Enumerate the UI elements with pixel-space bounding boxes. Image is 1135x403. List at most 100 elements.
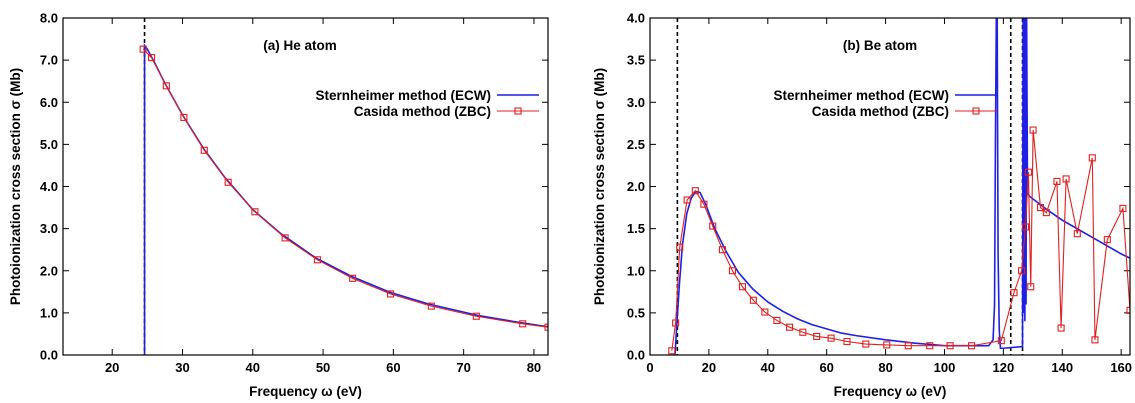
data-point-marker <box>519 320 527 328</box>
data-point-marker <box>862 340 870 348</box>
data-point-marker <box>1057 324 1065 332</box>
data-point-marker <box>738 283 747 291</box>
x-tick-label: 0 <box>646 360 653 375</box>
x-tick-label: 20 <box>105 360 119 375</box>
data-point-marker <box>1024 168 1032 176</box>
data-point-marker <box>427 302 435 310</box>
data-point-marker <box>544 323 548 331</box>
legend: Sternheimer method (ECW)Casida method (Z… <box>773 88 997 119</box>
x-tick-label: 50 <box>316 360 330 375</box>
data-point-marker <box>773 316 781 325</box>
y-tick-label: 2.0 <box>40 263 58 278</box>
y-tick-label: 6.0 <box>40 95 58 110</box>
data-point-marker <box>700 200 708 208</box>
series-sternheimer <box>674 18 1130 355</box>
data-point-marker <box>1010 289 1018 297</box>
y-tick-label: 3.0 <box>627 95 645 110</box>
legend-label: Casida method (ZBC) <box>812 104 949 119</box>
data-point-marker <box>968 342 976 350</box>
series-line <box>142 48 548 328</box>
data-point-marker <box>1073 230 1081 238</box>
y-tick-label: 4.0 <box>40 179 58 194</box>
x-tick-label: 120 <box>993 360 1015 375</box>
x-axis-label: Frequency ω (eV) <box>834 384 947 399</box>
series-line <box>674 18 1130 355</box>
x-tick-label: 80 <box>878 360 892 375</box>
data-point-marker <box>1029 126 1037 134</box>
panel-title: (b) Be atom <box>843 38 917 53</box>
data-point-marker <box>387 290 395 298</box>
data-point-marker <box>926 342 934 350</box>
data-point-marker <box>843 337 851 346</box>
y-axis-label: Photoionization cross section σ (Mb) <box>8 68 23 305</box>
data-point-marker <box>349 274 357 282</box>
data-point-marker <box>997 337 1005 345</box>
legend-marker <box>514 107 522 115</box>
x-tick-label: 40 <box>761 360 775 375</box>
x-tick-label: 80 <box>527 360 541 375</box>
legend-label: Sternheimer method (ECW) <box>773 88 949 103</box>
legend: Sternheimer method (ECW)Casida method (Z… <box>315 88 539 119</box>
legend-label: Sternheimer method (ECW) <box>315 88 491 103</box>
data-point-marker <box>672 319 680 327</box>
data-point-marker <box>1119 204 1127 212</box>
data-point-marker <box>1103 236 1111 244</box>
y-tick-label: 2.5 <box>627 137 645 152</box>
y-tick-label: 0.0 <box>627 348 645 363</box>
data-point-marker <box>162 82 170 90</box>
x-tick-label: 100 <box>934 360 956 375</box>
y-tick-label: 1.0 <box>627 263 645 278</box>
data-point-marker <box>1091 336 1099 344</box>
data-point-marker <box>200 146 208 154</box>
data-point-marker <box>224 178 232 186</box>
x-tick-label: 30 <box>175 360 189 375</box>
data-point-marker <box>1027 283 1035 291</box>
data-point-marker <box>799 328 807 336</box>
y-tick-label: 1.5 <box>627 221 645 236</box>
legend-marker <box>972 107 980 115</box>
y-tick-label: 0.0 <box>40 348 58 363</box>
x-tick-label: 60 <box>819 360 833 375</box>
panel-title: (a) He atom <box>263 38 337 53</box>
series-casida <box>139 45 548 331</box>
y-axis-label: Photoionization cross section σ (Mb) <box>592 68 607 305</box>
data-point-marker <box>683 196 691 204</box>
x-axis-label: Frequency ω (eV) <box>249 384 362 399</box>
y-tick-label: 3.0 <box>40 221 58 236</box>
y-tick-label: 3.5 <box>627 53 645 68</box>
data-point-marker <box>946 342 954 350</box>
x-tick-label: 70 <box>456 360 470 375</box>
data-point-marker <box>728 267 737 275</box>
data-point-marker <box>749 296 757 304</box>
data-point-marker <box>1126 306 1130 314</box>
data-point-marker <box>281 234 289 242</box>
data-point-marker <box>883 341 891 349</box>
data-point-marker <box>1062 175 1070 183</box>
y-tick-label: 7.0 <box>40 53 58 68</box>
y-tick-label: 5.0 <box>40 137 58 152</box>
y-tick-label: 1.0 <box>40 305 58 320</box>
plot-frame <box>62 17 549 356</box>
plot-frame <box>649 17 1131 356</box>
data-point-marker <box>1021 223 1030 231</box>
y-tick-label: 2.0 <box>627 179 645 194</box>
data-point-marker <box>180 113 188 121</box>
data-point-marker <box>676 243 684 251</box>
data-point-marker <box>1088 154 1096 162</box>
y-tick-label: 0.5 <box>627 305 645 320</box>
data-point-marker <box>827 334 835 342</box>
data-point-marker <box>1036 204 1045 212</box>
data-point-marker <box>668 347 676 355</box>
data-point-marker <box>1042 209 1050 217</box>
chart-panel-1: 20 30 40 50 60 70 80 0.0 1.0 2.0 3.0 4.0 5.0 6.0 7.0 8.… <box>8 11 549 399</box>
data-point-marker <box>718 246 726 254</box>
data-point-marker <box>904 342 912 350</box>
data-point-marker <box>691 187 699 195</box>
series-line <box>671 129 1130 351</box>
series-casida <box>668 126 1130 355</box>
y-tick-label: 4.0 <box>627 11 645 26</box>
x-tick-label: 40 <box>246 360 260 375</box>
data-point-marker <box>813 332 821 341</box>
data-point-marker <box>139 45 147 53</box>
